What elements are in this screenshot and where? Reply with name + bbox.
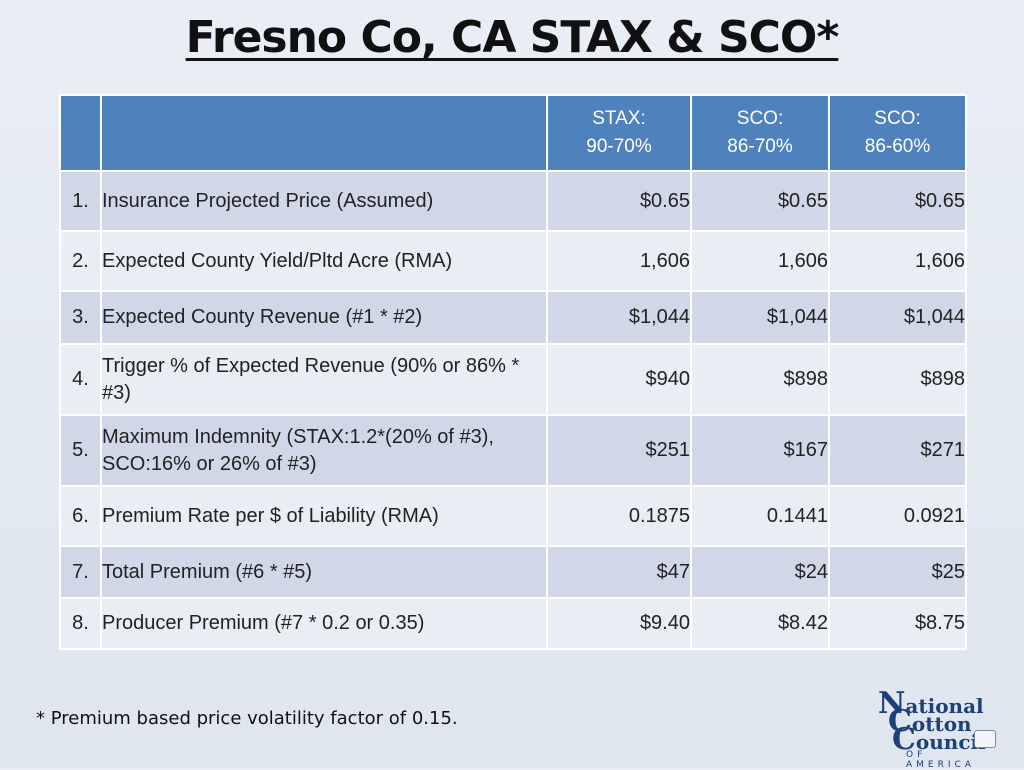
logo-initial-c: C [888, 704, 912, 739]
value-sco-60: $898 [828, 343, 967, 416]
table-row: 5. Maximum Indemnity (STAX:1.2*(20% of #… [59, 414, 967, 487]
value-sco-70: $898 [690, 343, 830, 416]
value-stax: $940 [546, 343, 692, 416]
footnote: * Premium based price volatility factor … [36, 708, 458, 729]
value-sco-70: $24 [690, 545, 830, 599]
row-label: Producer Premium (#7 * 0.2 or 0.35) [100, 597, 548, 650]
value-stax: $251 [546, 414, 692, 487]
row-number: 6. [59, 485, 102, 547]
row-label: Expected County Yield/Pltd Acre (RMA) [100, 230, 548, 292]
row-number: 4. [59, 343, 102, 416]
page-title: Fresno Co, CA STAX & SCO* [0, 12, 1024, 63]
row-label: Total Premium (#6 * #5) [100, 545, 548, 599]
value-sco-70: $8.42 [690, 597, 830, 650]
row-label: Trigger % of Expected Revenue (90% or 86… [100, 343, 548, 416]
row-number: 8. [59, 597, 102, 650]
row-number: 3. [59, 290, 102, 345]
value-sco-60: $8.75 [828, 597, 967, 650]
value-sco-70: 1,606 [690, 230, 830, 292]
value-sco-70: $0.65 [690, 170, 830, 232]
table-row: 6. Premium Rate per $ of Liability (RMA)… [59, 485, 967, 547]
row-label: Insurance Projected Price (Assumed) [100, 170, 548, 232]
value-stax: $0.65 [546, 170, 692, 232]
value-sco-60: $0.65 [828, 170, 967, 232]
logo-text-national: ational [905, 694, 984, 718]
header-cell-label [100, 94, 548, 172]
national-cotton-council-logo: National Cotton Council OF AMERICA [878, 689, 998, 770]
table-row: 2. Expected County Yield/Pltd Acre (RMA)… [59, 230, 967, 292]
row-label: Premium Rate per $ of Liability (RMA) [100, 485, 548, 547]
table-row: 7. Total Premium (#6 * #5) $47 $24 $25 [59, 545, 967, 599]
value-sco-60: $25 [828, 545, 967, 599]
logo-subtitle: OF AMERICA [906, 750, 975, 770]
value-stax: $47 [546, 545, 692, 599]
header-cell-stax: STAX: 90-70% [546, 94, 692, 172]
logo-text-cotton: otton [911, 712, 972, 736]
row-number: 2. [59, 230, 102, 292]
logo-initial-n: N [878, 686, 906, 721]
value-sco-70: $1,044 [690, 290, 830, 345]
page-title-text: Fresno Co, CA STAX & SCO* [185, 12, 840, 63]
logo-initial-c2: C [892, 722, 916, 757]
table-header-row: STAX: 90-70% SCO: 86-70% SCO: 86-60% [59, 94, 967, 172]
row-label: Expected County Revenue (#1 * #2) [100, 290, 548, 345]
row-label: Maximum Indemnity (STAX:1.2*(20% of #3),… [100, 414, 548, 487]
stax-sco-table: STAX: 90-70% SCO: 86-70% SCO: 86-60% 1. Ins… [59, 94, 967, 650]
header-cell-sco-60: SCO: 86-60% [828, 94, 967, 172]
value-stax: $9.40 [546, 597, 692, 650]
value-sco-70: $167 [690, 414, 830, 487]
value-sco-60: 1,606 [828, 230, 967, 292]
header-cell-sco-70: SCO: 86-70% [690, 94, 830, 172]
row-number: 5. [59, 414, 102, 487]
value-sco-60: $271 [828, 414, 967, 487]
table-row: 1. Insurance Projected Price (Assumed) $… [59, 170, 967, 232]
value-stax: 0.1875 [546, 485, 692, 547]
header-cell-num [59, 94, 102, 172]
value-sco-60: 0.0921 [828, 485, 967, 547]
row-number: 1. [59, 170, 102, 232]
table-row: 3. Expected County Revenue (#1 * #2) $1,… [59, 290, 967, 345]
value-stax: $1,044 [546, 290, 692, 345]
value-stax: 1,606 [546, 230, 692, 292]
value-sco-60: $1,044 [828, 290, 967, 345]
table-row: 8. Producer Premium (#7 * 0.2 or 0.35) $… [59, 597, 967, 650]
table-row: 4. Trigger % of Expected Revenue (90% or… [59, 343, 967, 416]
seal-icon [974, 730, 996, 748]
logo-text-council: ouncil [915, 730, 986, 754]
value-sco-70: 0.1441 [690, 485, 830, 547]
row-number: 7. [59, 545, 102, 599]
